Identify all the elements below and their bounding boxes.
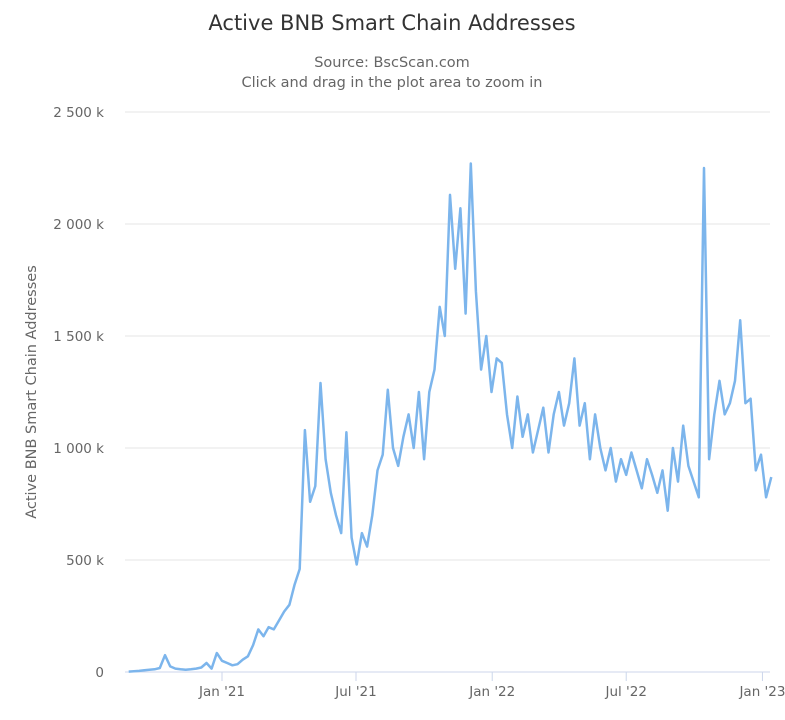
x-axis: Jan '21 Jul '21 Jan '22 Jul '22 Jan '23	[198, 672, 785, 700]
chart-title: Active BNB Smart Chain Addresses	[208, 11, 575, 35]
y-tick-label: 1 000 k	[53, 441, 104, 457]
x-tick-label: Jul '21	[334, 684, 376, 700]
y-tick-label: 2 500 k	[53, 105, 104, 121]
y-axis: 0 500 k 1 000 k 1 500 k 2 000 k 2 500 k	[53, 105, 104, 681]
y-tick-label: 2 000 k	[53, 217, 104, 233]
series-line	[128, 162, 773, 673]
y-tick-label: 0	[95, 665, 104, 681]
x-tick-label: Jan '22	[468, 684, 515, 700]
x-tick-label: Jan '21	[198, 684, 245, 700]
x-tick-label: Jan '23	[738, 684, 785, 700]
y-tick-label: 500 k	[66, 553, 104, 569]
y-tick-label: 1 500 k	[53, 329, 104, 345]
plot-area[interactable]	[128, 162, 773, 673]
chart-subtitle: Source: BscScan.com	[314, 55, 470, 71]
x-tick-label: Jul '22	[604, 684, 646, 700]
zoom-hint: Click and drag in the plot area to zoom …	[242, 75, 543, 91]
y-axis-label: Active BNB Smart Chain Addresses	[24, 265, 40, 519]
y-gridlines	[125, 111, 770, 561]
